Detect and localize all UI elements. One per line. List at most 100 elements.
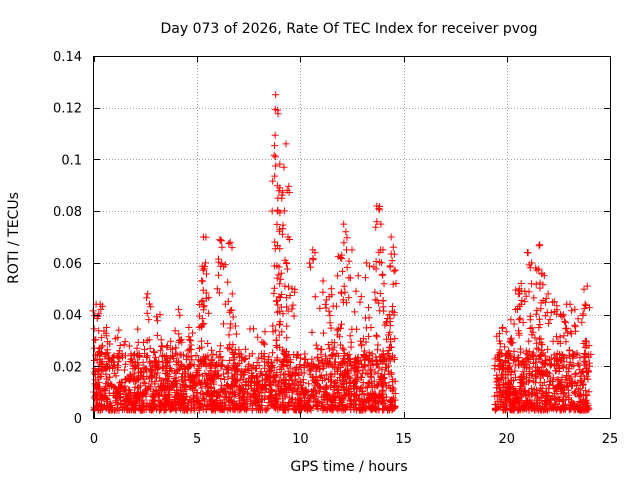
data-point bbox=[276, 321, 283, 329]
data-point bbox=[518, 392, 526, 400]
data-point bbox=[362, 397, 370, 405]
data-point bbox=[255, 377, 263, 385]
data-point bbox=[261, 364, 269, 372]
data-point bbox=[391, 390, 399, 397]
data-point bbox=[362, 274, 369, 282]
data-point bbox=[140, 368, 148, 376]
data-point bbox=[228, 244, 236, 252]
data-point bbox=[506, 362, 514, 370]
data-point bbox=[370, 377, 378, 385]
x-axis-label: GPS time / hours bbox=[290, 459, 407, 475]
data-point bbox=[329, 346, 337, 354]
data-point bbox=[510, 320, 518, 328]
data-point bbox=[226, 383, 234, 391]
data-point bbox=[292, 396, 300, 404]
data-point bbox=[308, 373, 316, 381]
data-point bbox=[242, 345, 250, 353]
data-point bbox=[581, 374, 588, 382]
data-point bbox=[541, 298, 549, 306]
data-point bbox=[579, 381, 587, 388]
data-point bbox=[582, 387, 589, 395]
data-point bbox=[346, 274, 354, 282]
data-point bbox=[355, 396, 363, 404]
data-point bbox=[373, 404, 381, 412]
data-point bbox=[316, 304, 324, 312]
data-point bbox=[536, 241, 544, 249]
data-point bbox=[254, 395, 262, 403]
data-point bbox=[586, 304, 593, 312]
data-point bbox=[320, 363, 328, 371]
data-point bbox=[235, 392, 243, 400]
data-point bbox=[370, 391, 378, 399]
data-point bbox=[575, 386, 583, 394]
data-point bbox=[521, 298, 529, 306]
data-point bbox=[361, 356, 369, 363]
data-point bbox=[568, 307, 576, 315]
data-point bbox=[499, 389, 507, 397]
data-point bbox=[192, 380, 200, 388]
data-point bbox=[167, 365, 174, 372]
data-point bbox=[359, 366, 367, 374]
data-point bbox=[91, 336, 99, 344]
data-point bbox=[189, 391, 197, 399]
data-point bbox=[170, 375, 178, 383]
data-point bbox=[242, 365, 249, 373]
data-point bbox=[250, 325, 257, 333]
data-point bbox=[353, 325, 361, 333]
data-point bbox=[502, 328, 510, 336]
data-point bbox=[298, 384, 306, 392]
data-point bbox=[226, 238, 234, 246]
data-point bbox=[512, 400, 520, 408]
data-point bbox=[517, 372, 525, 380]
data-point bbox=[282, 140, 290, 148]
data-point bbox=[331, 358, 339, 366]
data-point bbox=[202, 355, 210, 363]
data-point bbox=[340, 239, 348, 247]
data-point bbox=[581, 344, 589, 352]
data-point bbox=[525, 288, 533, 296]
data-point bbox=[338, 255, 346, 262]
data-point bbox=[580, 285, 588, 293]
data-point bbox=[220, 406, 228, 414]
data-point bbox=[581, 300, 589, 308]
data-point bbox=[231, 346, 239, 354]
data-point bbox=[386, 397, 394, 405]
data-point bbox=[374, 380, 382, 388]
data-point bbox=[569, 354, 577, 362]
data-point bbox=[208, 355, 216, 363]
data-point bbox=[276, 294, 284, 301]
data-point bbox=[499, 406, 507, 414]
data-point bbox=[359, 398, 367, 406]
data-point bbox=[319, 277, 327, 285]
data-point bbox=[583, 342, 591, 350]
data-point bbox=[121, 366, 129, 374]
data-point bbox=[180, 400, 188, 407]
data-point bbox=[531, 334, 539, 342]
data-point bbox=[587, 351, 595, 358]
data-point bbox=[230, 354, 238, 362]
data-point bbox=[354, 373, 362, 381]
data-point bbox=[575, 392, 583, 400]
data-point bbox=[147, 406, 155, 414]
data-point bbox=[133, 384, 141, 392]
data-point bbox=[524, 249, 532, 257]
data-point bbox=[198, 323, 206, 331]
data-point bbox=[358, 342, 365, 350]
data-point bbox=[579, 381, 586, 389]
data-point bbox=[350, 385, 358, 392]
data-point bbox=[574, 315, 582, 323]
data-point bbox=[374, 370, 382, 378]
data-point bbox=[334, 272, 342, 280]
data-point bbox=[371, 288, 379, 296]
data-point bbox=[347, 406, 355, 414]
data-point bbox=[164, 371, 172, 379]
data-point bbox=[288, 305, 296, 313]
data-point bbox=[267, 367, 275, 375]
data-point bbox=[273, 357, 281, 365]
data-point bbox=[182, 381, 190, 389]
data-point bbox=[317, 350, 325, 358]
data-point bbox=[284, 386, 292, 394]
data-point bbox=[143, 353, 151, 361]
data-point bbox=[340, 220, 348, 228]
y-tick-label: 0.12 bbox=[53, 102, 82, 117]
